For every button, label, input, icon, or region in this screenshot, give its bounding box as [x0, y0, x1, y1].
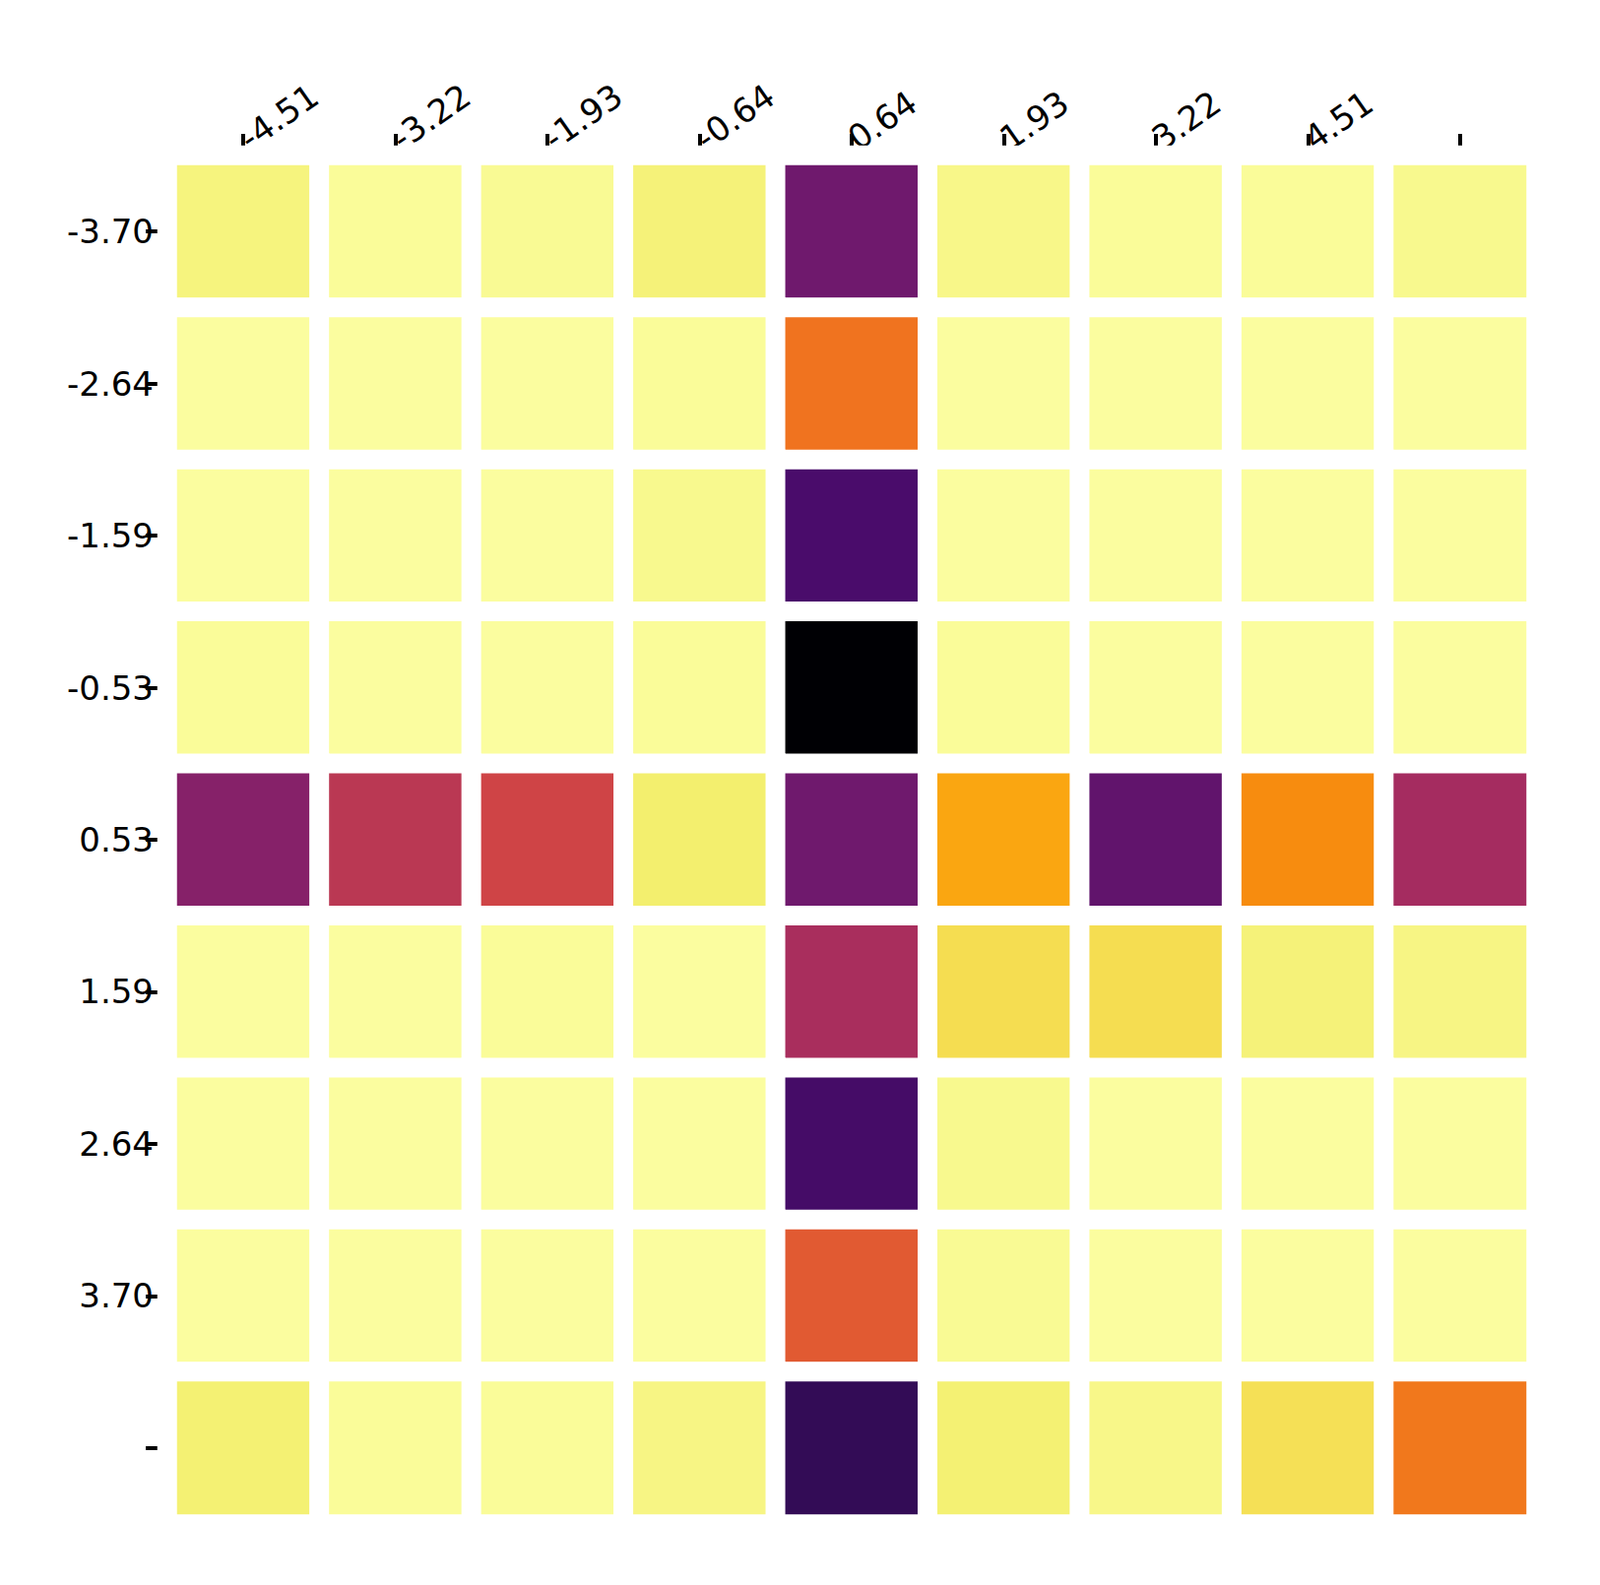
svg-text:-1.59: -1.59 [66, 515, 154, 556]
svg-text:0.64: 0.64 [840, 82, 925, 158]
svg-text:3.70: 3.70 [78, 1276, 154, 1316]
svg-text:-2.64: -2.64 [66, 364, 154, 404]
svg-text:0.53: 0.53 [78, 820, 154, 860]
svg-text:-3.22: -3.22 [384, 75, 478, 158]
svg-text:-0.53: -0.53 [66, 668, 154, 708]
svg-text:-1.93: -1.93 [536, 75, 630, 158]
svg-text:4.51: 4.51 [1296, 82, 1381, 158]
svg-text:-0.64: -0.64 [688, 75, 782, 158]
svg-text:1.93: 1.93 [992, 82, 1077, 158]
svg-text:-4.51: -4.51 [232, 75, 326, 158]
svg-text:3.22: 3.22 [1144, 82, 1229, 158]
svg-text:-3.70: -3.70 [66, 211, 154, 252]
svg-text:1.59: 1.59 [78, 971, 154, 1012]
svg-text:2.64: 2.64 [78, 1124, 154, 1164]
